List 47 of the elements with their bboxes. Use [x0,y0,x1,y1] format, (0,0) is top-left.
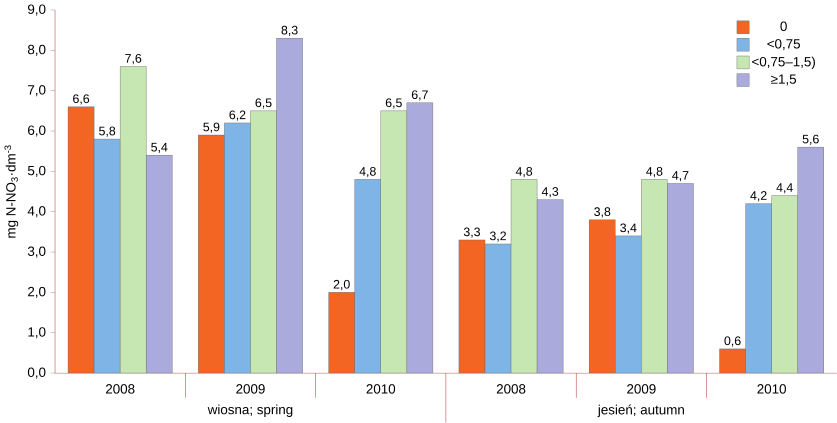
y-tick-label: 9,0 [28,4,46,16]
data-label: 5,8 [99,126,116,137]
legend-label: <0,75 [767,39,800,50]
x-tick-label: 2010 [757,384,786,394]
data-label: 3,3 [464,228,480,238]
y-tick-label: 1,0 [28,327,46,338]
legend-label: 0 [780,22,787,32]
legend-label: <0,75–1,5) [752,56,815,70]
data-label: 4,4 [776,183,793,194]
y-tick-label: 3,0 [28,246,46,258]
data-label: 6,2 [229,110,246,121]
data-label: 7,6 [125,54,142,64]
data-label: 5,6 [802,134,819,146]
data-label: 5,4 [151,143,168,154]
data-label: 4,3 [542,187,558,198]
y-tick-label: 7,0 [28,85,46,96]
y-tick-label: 8,0 [28,44,46,56]
y-tick-label: 5,0 [28,166,46,178]
y-tick-label: 2,0 [28,287,46,298]
data-label: 6,7 [412,90,428,101]
y-tick-label: 4,0 [28,206,46,218]
data-label: 4,8 [359,167,376,178]
y-axis-title: mg N-NO$_{3}$·dm$^{-3}$ [4,146,18,238]
x-tick-label: 2008 [496,384,526,394]
data-label: 4,8 [516,167,532,178]
data-label: 8,3 [282,26,298,36]
text: wiosna; spring [208,404,292,418]
data-label: 0,6 [724,336,741,347]
data-label: 4,8 [646,167,662,178]
x-tick-label: 2008 [106,384,134,394]
data-label: 5,9 [203,122,220,133]
data-label: 6,5 [386,98,402,109]
data-label: 3,2 [490,232,506,242]
x-tick-label: 2009 [236,384,265,394]
data-label: 2,0 [334,280,350,290]
data-label: 3,4 [620,224,637,234]
legend-label: ≥1,5 [771,74,796,86]
y-tick-label: 6,0 [28,126,46,137]
data-label: 3,8 [594,207,610,218]
data-label: 4,2 [750,191,767,202]
data-label: 4,7 [672,171,688,182]
text: jesień; autumn [598,404,684,418]
x-tick-label: 2009 [627,384,656,394]
y-tick-label: 0,0 [28,368,46,379]
data-label: 6,6 [73,94,90,105]
x-tick-label: 2010 [366,384,396,394]
data-label: 6,5 [256,98,272,109]
